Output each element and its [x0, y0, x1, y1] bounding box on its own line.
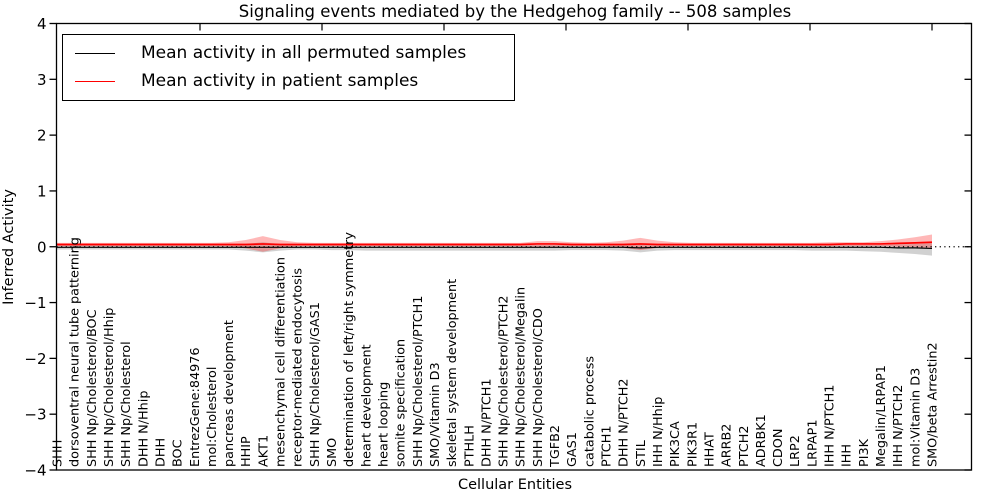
- y-tick-label: −4: [24, 462, 46, 480]
- series-line-1: [57, 241, 933, 246]
- y-tick-label: −2: [24, 350, 46, 368]
- x-tick-label: SMO/Vitamin D3: [428, 362, 443, 467]
- x-tick-label: BOC: [171, 439, 186, 467]
- x-tick-label: SHH Np/Cholesterol/PTCH2: [497, 296, 512, 467]
- x-tick-label: determination of left/right symmetry: [342, 232, 357, 467]
- x-tick-label: PTCH1: [600, 426, 615, 467]
- x-tick-label: heart looping: [376, 382, 391, 467]
- x-tick-label: AKT1: [256, 435, 271, 467]
- series-line-0: [57, 246, 933, 250]
- x-tick-label: GAS1: [565, 432, 580, 467]
- legend-red-line-sample: [75, 80, 115, 82]
- y-tick-label: 4: [37, 15, 47, 33]
- y-tick-label: 3: [37, 71, 47, 89]
- x-tick-label: receptor-mediated endocytosis: [291, 268, 306, 467]
- x-tick-label: IHH N/PTCH1: [823, 385, 838, 467]
- x-tick-label: SHH Np/Cholesterol: [119, 341, 134, 467]
- x-tick-label: mol:Vitamin D3: [908, 368, 923, 467]
- x-tick-label: IHH N/Hhip: [651, 397, 666, 467]
- legend-entry-permuted: Mean activity in all permuted samples: [63, 39, 514, 67]
- x-tick-label: SHH: [51, 440, 66, 467]
- x-tick-label: PIK3R1: [685, 422, 700, 467]
- y-tick-label: 2: [37, 127, 47, 145]
- x-tick-label: LRPAP1: [805, 419, 820, 467]
- x-tick-label: SHH Np/Cholesterol/PTCH1: [411, 296, 426, 467]
- y-tick-label: 1: [37, 182, 47, 200]
- y-tick-label: 0: [37, 238, 47, 256]
- x-tick-label: SHH Np/Cholesterol/Megalin: [514, 287, 529, 467]
- x-tick-label: somite specification: [394, 339, 409, 467]
- x-tick-label: ADRBK1: [754, 414, 769, 467]
- x-tick-label: HHAT: [702, 432, 717, 467]
- x-tick-label: DHH N/PTCH1: [479, 378, 494, 467]
- legend: Mean activity in all permuted samples Me…: [62, 34, 515, 101]
- x-tick-label: DHH: [153, 438, 168, 467]
- legend-black-line-sample: [75, 52, 115, 54]
- x-tick-label: mol:Cholesterol: [205, 367, 220, 467]
- x-tick-label: mesenchymal cell differentiation: [274, 257, 289, 467]
- x-tick-label: ARRB2: [720, 424, 735, 467]
- x-tick-label: PI3K: [857, 438, 872, 467]
- x-tick-labels: SHH dorsoventral neural tube patterning SH…: [51, 232, 941, 468]
- axes-spines: [49, 22, 973, 471]
- x-tick-label: catabolic process: [582, 356, 597, 467]
- x-tick-label: SMO/beta Arrestin2: [926, 342, 941, 467]
- std-band-0: [57, 242, 932, 256]
- x-tick-label: Megalin/LRPAP1: [874, 365, 889, 467]
- x-tick-label: CDON: [771, 429, 786, 467]
- x-tick-label: SHH Np/Cholesterol/GAS1: [308, 302, 323, 467]
- x-tick-label: IHH: [840, 444, 855, 467]
- series-lines: [57, 241, 933, 250]
- x-tick-label: skeletal system development: [445, 279, 460, 467]
- x-tick-label: HHIP: [239, 436, 254, 467]
- x-tick-label: TGFB2: [548, 425, 563, 468]
- x-tick-label: heart development: [359, 344, 374, 467]
- legend-label-patient: Mean activity in patient samples: [141, 71, 419, 91]
- chart-title: Signaling events mediated by the Hedgeho…: [238, 2, 792, 21]
- x-tick-label: SMO: [325, 438, 340, 467]
- x-tick-label: SHH Np/Cholesterol/BOC: [85, 309, 100, 467]
- x-axis-title: Cellular Entities: [457, 477, 573, 493]
- x-tick-label: SHH Np/Cholesterol/Hhip: [102, 308, 117, 467]
- x-tick-label: STIL: [634, 439, 649, 467]
- legend-label-permuted: Mean activity in all permuted samples: [141, 43, 467, 63]
- x-tick-label: LRP2: [788, 435, 803, 467]
- y-tick-label: −3: [24, 406, 46, 424]
- x-tick-label: EntrezGene:84976: [188, 347, 203, 467]
- x-tick-label: PTHLH: [462, 425, 477, 467]
- x-tick-label: dorsoventral neural tube patterning: [68, 237, 83, 467]
- y-tick-labels: −4 −3 −2 −1 0 1 2 3 4: [24, 15, 46, 480]
- y-tick-label: −1: [24, 294, 46, 312]
- x-tick-label: pancreas development: [222, 320, 237, 467]
- x-tick-label: SHH Np/Cholesterol/CDO: [531, 308, 546, 467]
- x-tick-label: PTCH2: [737, 426, 752, 467]
- legend-entry-patient: Mean activity in patient samples: [63, 67, 514, 95]
- x-tick-label: DHH N/Hhip: [136, 391, 151, 467]
- x-tick-label: PIK3CA: [668, 421, 683, 467]
- x-tick-label: DHH N/PTCH2: [617, 378, 632, 467]
- x-tick-label: IHH N/PTCH2: [891, 385, 906, 467]
